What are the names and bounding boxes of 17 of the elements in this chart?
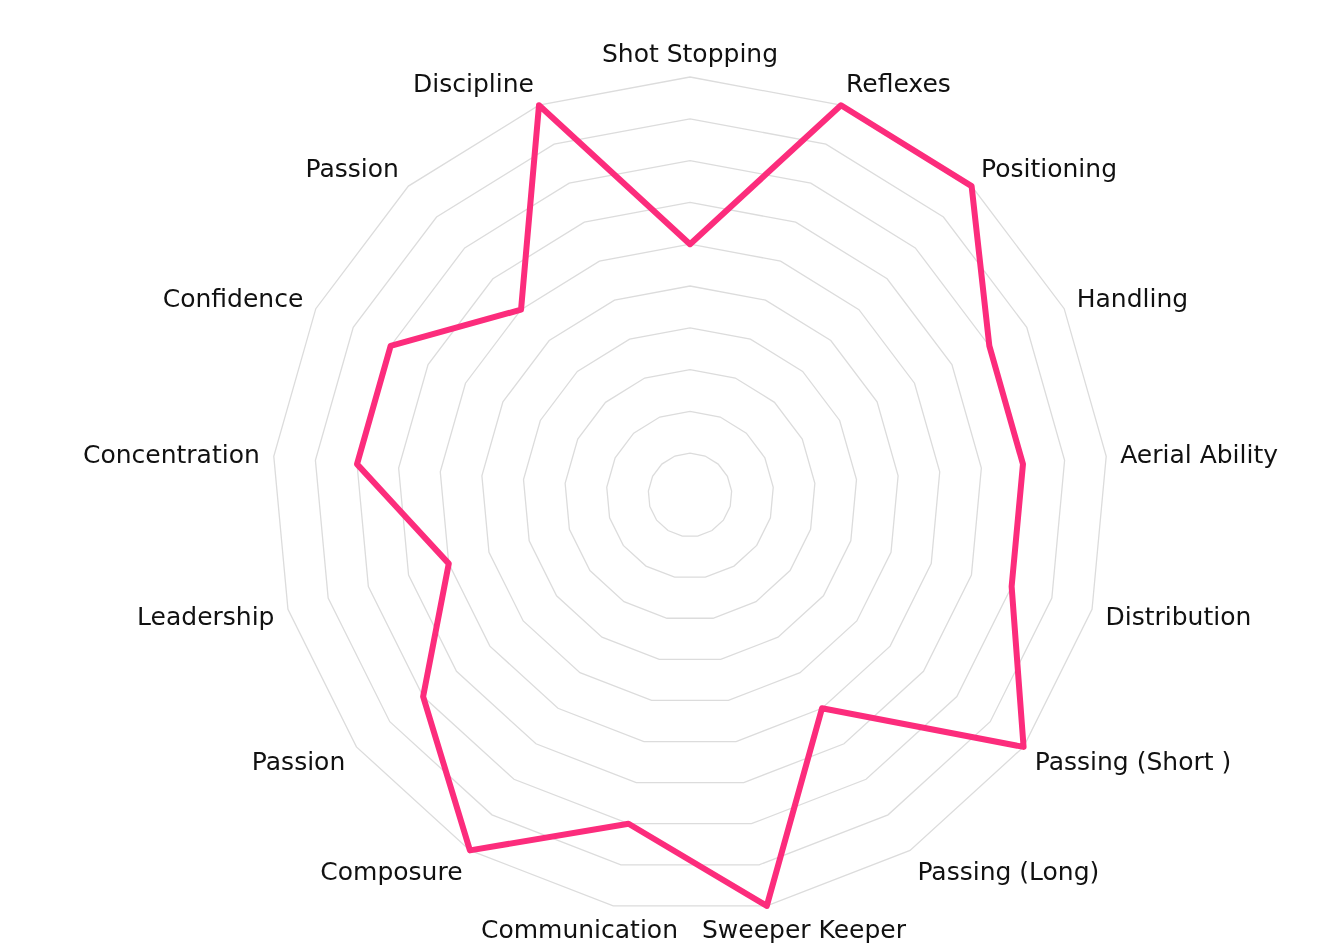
- spoke-label: Distribution: [1105, 601, 1252, 631]
- spoke-label: Reflexes: [846, 68, 951, 98]
- spoke-label: Discipline: [413, 68, 534, 98]
- spoke-label: Communication: [480, 915, 678, 945]
- spoke-label: Composure: [320, 856, 463, 886]
- spoke-label: Passing (Short ): [1034, 747, 1232, 777]
- spoke-label: Handling: [1076, 283, 1189, 313]
- spoke-label: Shot Stopping: [601, 38, 779, 68]
- spoke-label: Sweeper Keeper: [702, 915, 907, 945]
- spoke-label: Confidence: [162, 283, 304, 313]
- spoke-label: Passion: [251, 747, 346, 777]
- spoke-label: Aerial Ability: [1120, 439, 1279, 469]
- spoke-label: Concentration: [82, 439, 260, 469]
- spoke-label: Leadership: [137, 601, 275, 631]
- spoke-label: Passing (Long): [917, 856, 1100, 886]
- spoke-label: Passion: [305, 154, 399, 184]
- spoke-label: Positioning: [981, 154, 1118, 184]
